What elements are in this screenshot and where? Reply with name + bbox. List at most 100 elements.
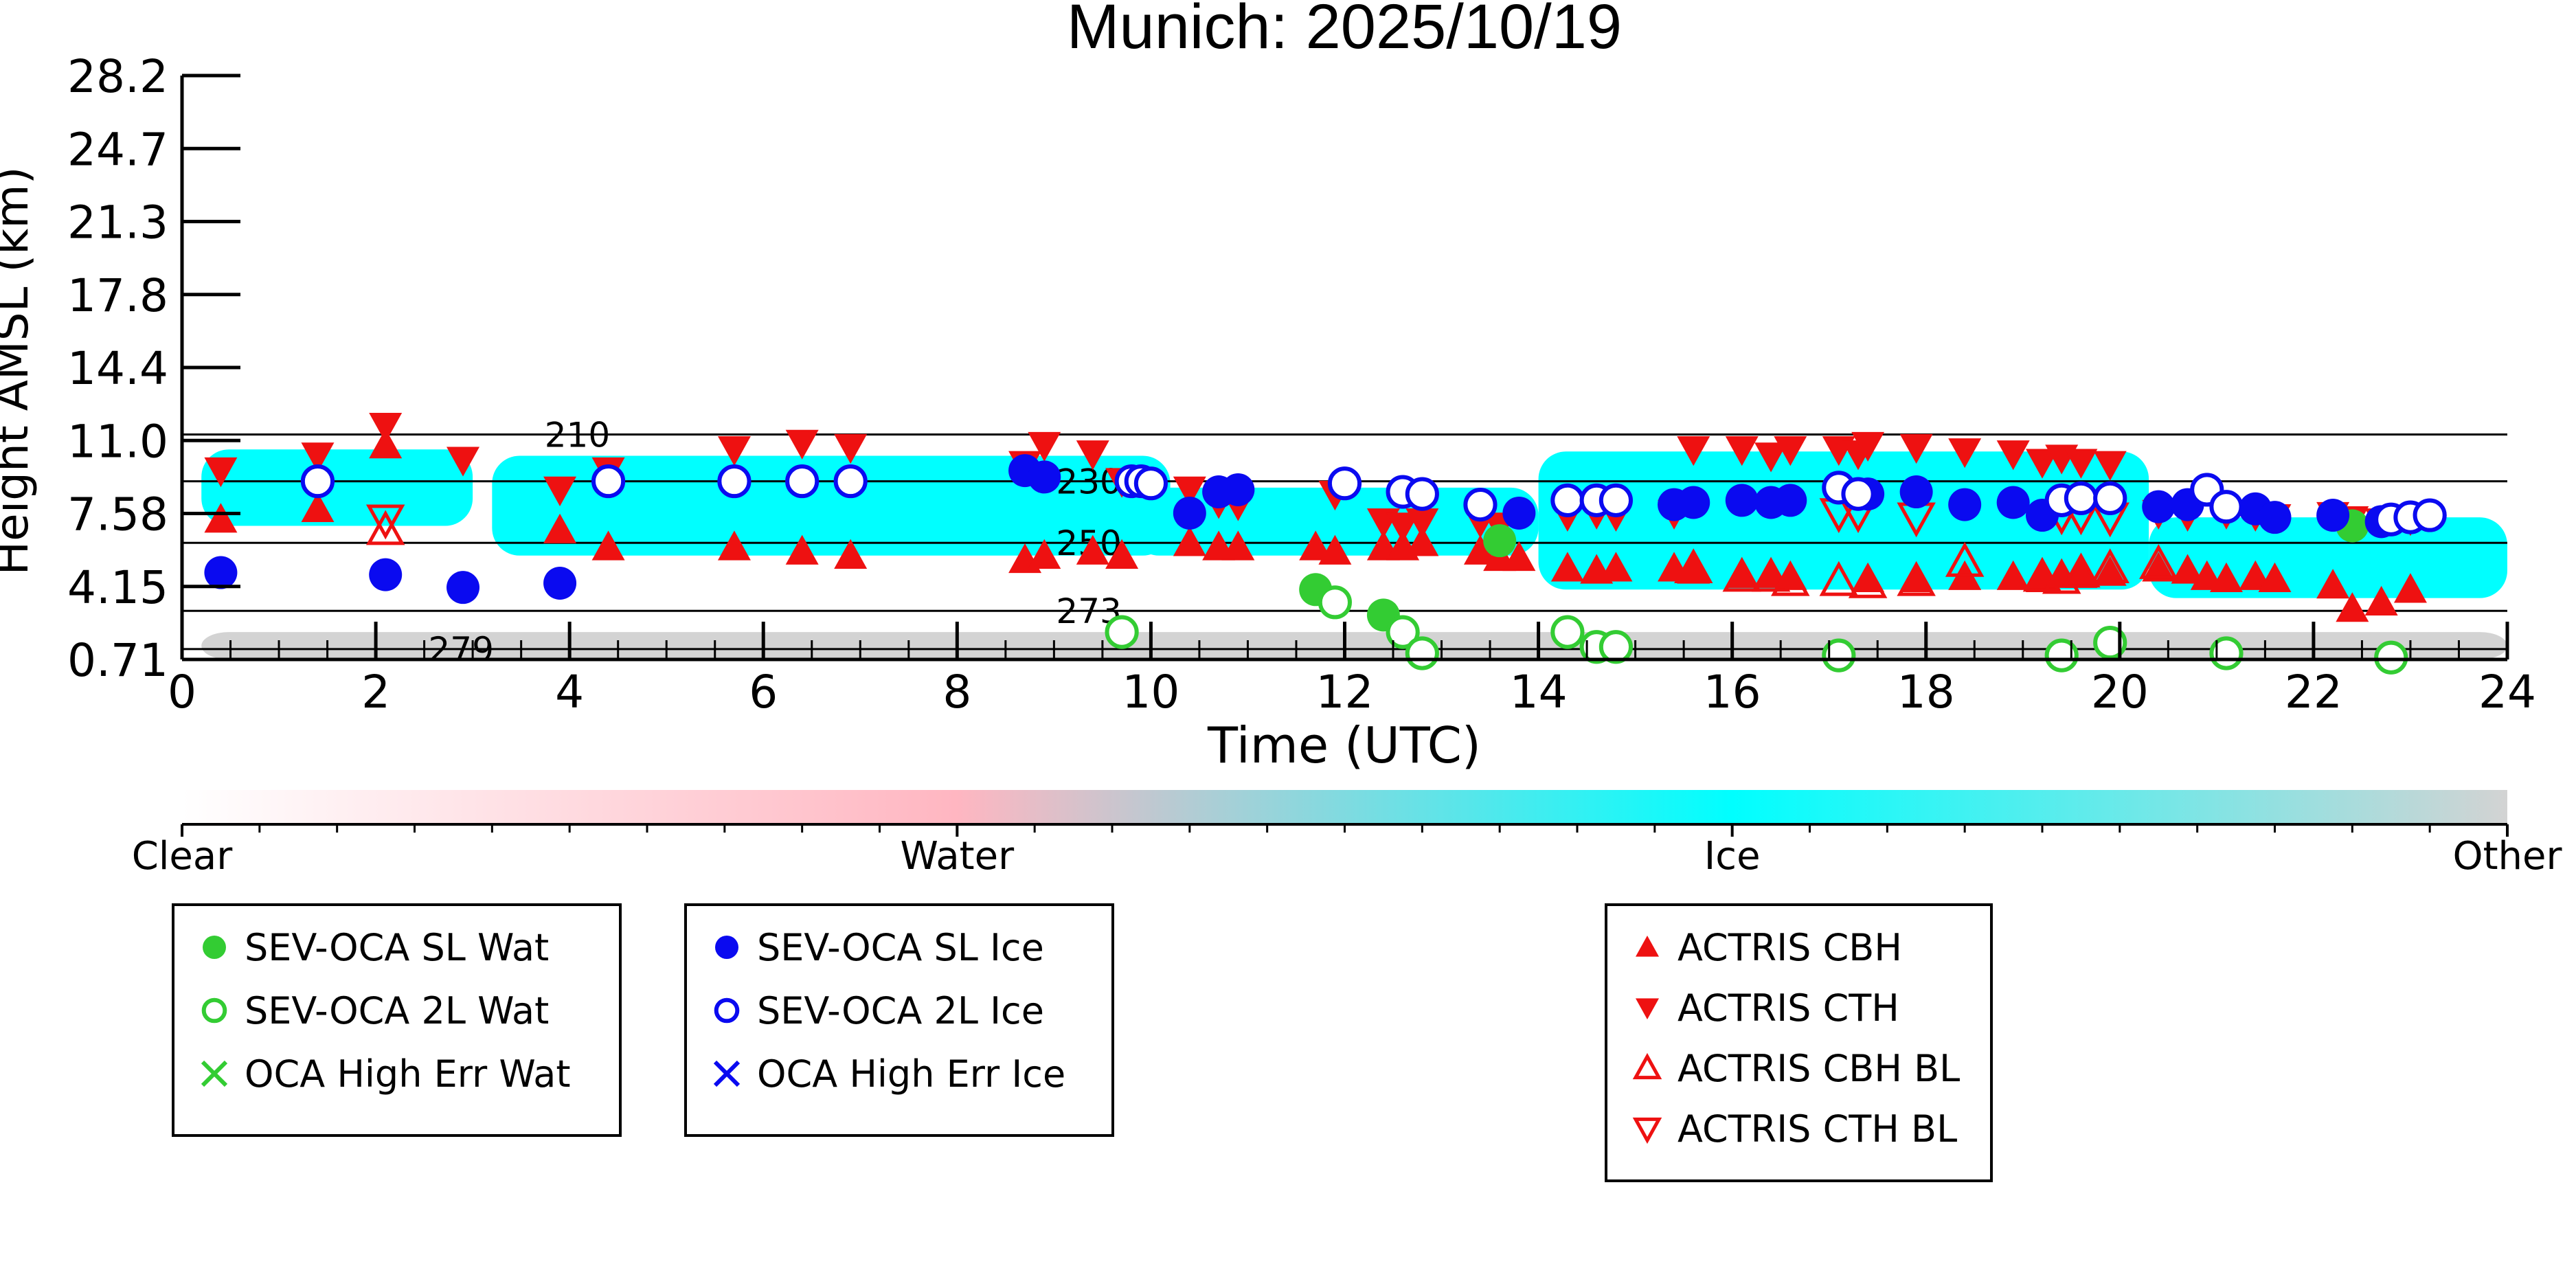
y-tick-label: 0.71 xyxy=(67,634,168,687)
point-actris-cbh xyxy=(1318,534,1352,565)
point-actris-cbh-bl xyxy=(1722,556,1762,592)
legend-label: ACTRIS CTH BL xyxy=(1677,1107,1958,1151)
legend-symbol xyxy=(706,990,747,1031)
point-actris-cbh xyxy=(1028,539,1061,569)
legend-symbol xyxy=(706,927,747,968)
legend-symbol xyxy=(1627,987,1668,1028)
legend-item: SEV-OCA 2L Ice xyxy=(706,989,1044,1032)
colorbar-label: Ice xyxy=(1704,834,1761,879)
colorbar-label: Water xyxy=(901,834,1015,879)
point-actris-cbh-bl xyxy=(1819,561,1859,596)
legend-label: ACTRIS CTH xyxy=(1677,986,1899,1030)
point-sev-oca-2l-ice xyxy=(2064,481,2099,515)
x-tick-label: 4 xyxy=(555,666,584,719)
point-actris-cth xyxy=(1725,436,1759,466)
point-sev-oca-2l-ice xyxy=(2413,498,2447,532)
point-actris-cbh xyxy=(2093,556,2127,586)
point-actris-cbh-bl xyxy=(1897,561,1936,596)
point-sev-oca-2l-wat xyxy=(1550,615,1585,649)
legend-item: ACTRIS CTH BL xyxy=(1627,1107,1958,1151)
point-actris-cth xyxy=(204,457,238,488)
legend-symbol xyxy=(1627,1048,1668,1089)
legend-symbol xyxy=(1627,927,1668,968)
point-actris-cbh xyxy=(204,503,238,533)
point-sev-oca-2l-wat xyxy=(1822,638,1856,673)
point-actris-cth xyxy=(369,412,403,443)
point-actris-cbh xyxy=(2393,573,2427,603)
point-actris-cbh xyxy=(2336,592,2369,622)
legend-item: OCA High Err Wat xyxy=(194,1052,571,1096)
point-actris-cth xyxy=(301,442,335,473)
point-sev-oca-2l-ice xyxy=(1550,483,1585,518)
point-sev-oca-2l-ice xyxy=(1463,487,1498,522)
point-actris-cbh xyxy=(591,530,625,561)
point-actris-cth xyxy=(1899,433,1933,464)
point-actris-cbh xyxy=(543,513,577,543)
point-actris-cth xyxy=(1754,442,1788,473)
legend-item: SEV-OCA SL Wat xyxy=(194,926,549,969)
mask-region-ice xyxy=(2149,517,2507,598)
x-tick-label: 16 xyxy=(1704,666,1761,719)
point-sev-oca-sl-ice xyxy=(543,566,577,600)
legend-symbol xyxy=(194,927,235,968)
legend-label: SEV-OCA SL Ice xyxy=(757,925,1044,969)
point-actris-cbh xyxy=(2258,562,2292,593)
legend-label: ACTRIS CBH xyxy=(1677,925,1902,969)
legend-item: ACTRIS CTH xyxy=(1627,986,1899,1030)
y-tick-label: 21.3 xyxy=(67,196,168,249)
point-actris-cbh xyxy=(1405,526,1439,556)
x-tick-label: 18 xyxy=(1897,666,1955,719)
point-actris-cbh xyxy=(2209,562,2243,593)
legend-water: SEV-OCA SL Wat SEV-OCA 2L Wat OCA High Err… xyxy=(172,903,622,1137)
point-actris-cbh-bl xyxy=(2090,548,2129,584)
point-actris-cbh xyxy=(301,492,335,522)
x-tick-label: 8 xyxy=(942,666,971,719)
point-sev-oca-sl-ice xyxy=(1774,484,1807,517)
point-sev-oca-sl-ice xyxy=(1221,473,1255,506)
legend-item: ACTRIS CBH BL xyxy=(1627,1046,1961,1090)
chart-title: Munich: 2025/10/19 xyxy=(1067,0,1622,62)
point-sev-oca-sl-ice xyxy=(204,556,238,589)
x-tick-label: 2 xyxy=(361,666,390,719)
x-tick-label: 22 xyxy=(2285,666,2342,719)
point-sev-oca-2l-ice xyxy=(1598,483,1634,518)
point-actris-cbh xyxy=(2316,569,2350,599)
point-actris-cbh xyxy=(717,530,751,561)
x-tick-label: 6 xyxy=(749,666,778,719)
point-sev-oca-sl-ice xyxy=(1725,484,1759,517)
legend-symbol xyxy=(194,990,235,1031)
point-actris-cth xyxy=(1677,436,1710,466)
point-sev-oca-2l-ice xyxy=(833,464,868,499)
point-sev-oca-2l-ice xyxy=(300,464,335,499)
point-actris-cth xyxy=(447,447,480,477)
point-actris-cth xyxy=(834,433,868,464)
y-tick-label: 11.0 xyxy=(67,415,168,468)
x-tick-label: 10 xyxy=(1122,666,1179,719)
x-axis-label: Time (UTC) xyxy=(1207,716,1481,774)
point-sev-oca-2l-wat xyxy=(1405,636,1439,670)
legend-label: SEV-OCA 2L Wat xyxy=(245,988,550,1032)
point-sev-oca-sl-ice xyxy=(1899,475,1933,509)
legend-item: SEV-OCA 2L Wat xyxy=(194,988,550,1032)
x-tick-label: 14 xyxy=(1510,666,1568,719)
legend-label: ACTRIS CBH BL xyxy=(1677,1046,1961,1090)
point-actris-cbh-bl xyxy=(1751,556,1791,592)
point-actris-cth xyxy=(1076,440,1109,471)
point-sev-oca-2l-ice xyxy=(2209,490,2244,524)
y-tick-label: 4.15 xyxy=(67,561,168,614)
legend-item: ACTRIS CBH xyxy=(1627,925,1902,969)
point-actris-cbh xyxy=(1677,554,1710,584)
point-sev-oca-sl-wat xyxy=(1483,524,1517,558)
point-actris-cth xyxy=(1386,512,1420,543)
point-sev-oca-2l-ice xyxy=(1133,466,1168,501)
mask-region-ice xyxy=(201,449,473,526)
point-actris-cbh xyxy=(834,539,868,569)
colorbar: Clear Water Ice Other xyxy=(132,790,2562,879)
point-sev-oca-2l-wat xyxy=(1598,630,1634,664)
colorbar-label: Clear xyxy=(132,834,233,879)
point-actris-cbh xyxy=(785,534,819,565)
point-sev-oca-sl-ice xyxy=(2316,499,2350,532)
point-sev-oca-2l-ice xyxy=(591,464,626,499)
y-tick-label: 14.4 xyxy=(67,342,168,395)
